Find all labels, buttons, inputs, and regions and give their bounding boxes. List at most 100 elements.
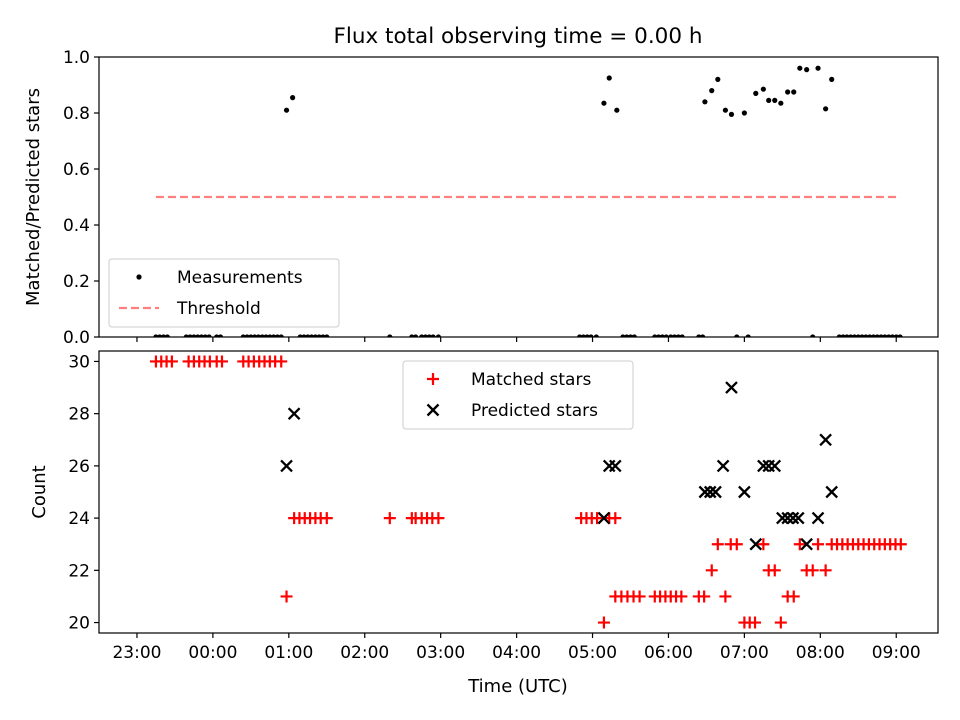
measurement-point bbox=[663, 334, 669, 337]
bottom-y-tick-label: 26 bbox=[68, 457, 90, 477]
measurement-point bbox=[283, 107, 290, 113]
bottom-axes-frame bbox=[98, 350, 939, 634]
matched-star-point bbox=[749, 616, 762, 629]
measurement-point bbox=[722, 107, 729, 113]
matched-star-point bbox=[432, 512, 445, 525]
bottom-y-tick-label: 20 bbox=[68, 614, 90, 634]
measurement-point bbox=[734, 334, 740, 337]
top-y-tick-label: 0.0 bbox=[63, 328, 90, 348]
matched-star-point bbox=[793, 538, 806, 551]
predicted-star-point bbox=[768, 459, 782, 473]
legend-label: Matched stars bbox=[471, 370, 591, 390]
measurement-point bbox=[601, 100, 607, 106]
measurement-point bbox=[791, 89, 797, 95]
matched-star-point bbox=[597, 616, 610, 629]
bottom-x-tick-label: 05:00 bbox=[568, 643, 617, 663]
legend-box bbox=[402, 360, 634, 430]
predicted-star-point bbox=[819, 433, 832, 447]
measurement-point bbox=[324, 334, 330, 337]
predicted-star-point bbox=[811, 511, 825, 525]
legend-box bbox=[108, 258, 340, 328]
matched-star-point bbox=[787, 590, 800, 603]
measurement-point bbox=[588, 334, 594, 337]
bottom-x-tick-label: 08:00 bbox=[796, 643, 845, 663]
bottom-x-tick-label: 03:00 bbox=[416, 643, 465, 663]
legend-marker-dot bbox=[136, 274, 142, 280]
measurement-point bbox=[815, 65, 821, 71]
predicted-star-point bbox=[287, 407, 301, 420]
matched-star-point bbox=[894, 538, 907, 551]
matched-star-point bbox=[609, 512, 622, 525]
matched-star-point bbox=[216, 355, 229, 368]
measurement-point bbox=[435, 334, 441, 337]
predicted-star-point bbox=[776, 511, 789, 525]
predicted-star-point bbox=[716, 459, 730, 473]
measurement-point bbox=[702, 99, 708, 105]
measurement-point bbox=[593, 334, 599, 337]
measurement-point bbox=[413, 334, 419, 337]
predicted-star-point bbox=[698, 485, 712, 499]
top-y-tick-label: 0.6 bbox=[63, 160, 90, 180]
chart-title: Flux total observing time = 0.00 h bbox=[334, 24, 703, 49]
measurement-point bbox=[766, 97, 772, 103]
bottom-x-tick-label: 06:00 bbox=[644, 643, 693, 663]
legend-marker-plus bbox=[427, 373, 439, 385]
predicted-star-point bbox=[786, 511, 800, 525]
measurement-point bbox=[278, 334, 284, 337]
predicted-star-point bbox=[781, 511, 794, 525]
matched-star-point bbox=[705, 564, 718, 577]
matched-star-point bbox=[812, 538, 825, 551]
x-axis-label: Time (UTC) bbox=[467, 676, 568, 697]
predicted-star-point bbox=[825, 485, 839, 499]
measurement-point bbox=[715, 76, 721, 82]
matched-star-point bbox=[633, 590, 646, 603]
measurement-point bbox=[631, 334, 637, 337]
measurement-point bbox=[810, 334, 816, 337]
predicted-star-point bbox=[703, 485, 717, 499]
measurement-point bbox=[797, 65, 803, 71]
predicted-star-point bbox=[280, 459, 293, 473]
bottom-y-tick-label: 30 bbox=[68, 352, 90, 372]
top-panel-flux-ratio: 0.0 0.2 0.4 0.6 0.8 1.0 Measurements Threshold bbox=[63, 48, 939, 348]
predicted-star-point bbox=[757, 459, 770, 473]
measurement-point bbox=[772, 97, 778, 103]
matched-star-point bbox=[275, 355, 288, 368]
bottom-x-tick-label: 00:00 bbox=[188, 643, 237, 663]
matched-star-point bbox=[819, 564, 832, 577]
bottom-x-tick-label: 01:00 bbox=[264, 643, 313, 663]
top-legend: Measurements Threshold bbox=[108, 258, 340, 328]
measurement-point bbox=[614, 107, 620, 113]
legend-label: Measurements bbox=[177, 268, 303, 288]
matched-star-point bbox=[383, 512, 396, 525]
predicted-star-point bbox=[608, 459, 622, 473]
measurement-point bbox=[290, 95, 296, 101]
bottom-y-tick-label: 22 bbox=[68, 561, 90, 581]
top-series-measurements bbox=[153, 65, 903, 337]
measurement-point bbox=[753, 90, 759, 96]
matched-star-point bbox=[591, 512, 604, 525]
measurement-point bbox=[700, 334, 706, 337]
measurement-point bbox=[206, 334, 212, 337]
measurement-point bbox=[679, 334, 685, 337]
predicted-star-point bbox=[709, 485, 722, 499]
matched-star-point bbox=[806, 564, 819, 577]
matched-star-point bbox=[711, 538, 724, 551]
measurement-point bbox=[430, 334, 436, 337]
matched-star-point bbox=[719, 590, 732, 603]
bottom-y-tick-label: 28 bbox=[68, 405, 90, 425]
measurement-point bbox=[606, 75, 612, 81]
bottom-x-tick-label: 02:00 bbox=[340, 643, 389, 663]
top-y-tick-label: 0.4 bbox=[63, 216, 90, 236]
measurement-point bbox=[829, 76, 835, 82]
bottom-x-tick-label: 07:00 bbox=[720, 643, 769, 663]
predicted-star-point bbox=[725, 381, 738, 394]
legend-marker-x bbox=[426, 403, 440, 417]
measurement-point bbox=[728, 111, 735, 117]
predicted-star-point bbox=[749, 537, 763, 551]
top-y-axis-label: Matched/Predicted stars bbox=[23, 88, 44, 306]
measurement-point bbox=[760, 86, 766, 92]
predicted-star-point bbox=[800, 537, 813, 551]
bottom-y-axis-label: Count bbox=[29, 465, 50, 518]
bottom-y-tick-label: 24 bbox=[68, 509, 90, 529]
